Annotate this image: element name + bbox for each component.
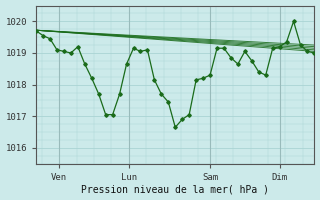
X-axis label: Pression niveau de la mer( hPa ): Pression niveau de la mer( hPa ) bbox=[81, 184, 269, 194]
